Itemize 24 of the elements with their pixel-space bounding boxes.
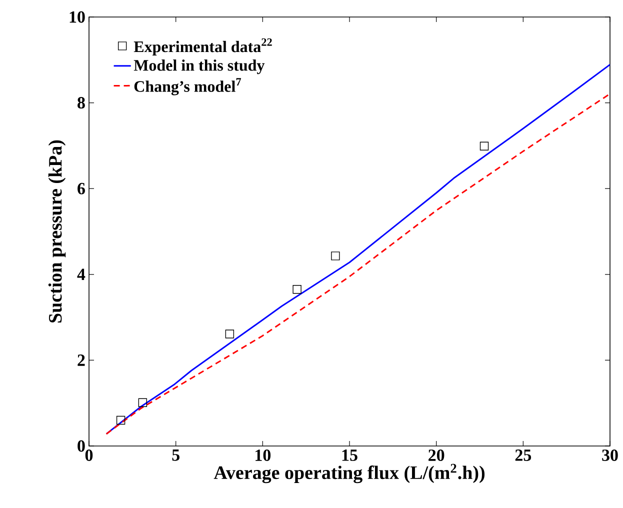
x-tick-label: 15 [342, 450, 358, 461]
y-tick-label: 8 [78, 97, 85, 109]
y-tick-label: 0 [78, 440, 85, 452]
legend-label: Model in this study [134, 60, 265, 74]
y-axis-title: Suction pressure (kPa) [48, 140, 66, 322]
x-tick-label: 0 [85, 450, 93, 461]
y-tick-label: 10 [70, 11, 85, 23]
legend-label: Experimental data$^{22}$ [134, 38, 272, 56]
legend-label: Chang’s model$^{7}$ [134, 78, 242, 96]
point [138, 398, 148, 408]
point [116, 416, 126, 425]
y-tick-label: 2 [78, 354, 85, 366]
point [480, 142, 489, 150]
point [292, 285, 302, 294]
x-tick-label: 5 [172, 450, 180, 461]
x-axis-title: Average operating flux (L/(m$^{2}$.h)) [214, 464, 485, 484]
x-tick-label: 20 [428, 450, 444, 461]
point [225, 330, 234, 338]
point [331, 252, 340, 260]
x-tick-label: 10 [256, 450, 271, 461]
y-tick-label: 6 [78, 182, 85, 194]
x-tick-label: 30 [602, 450, 618, 461]
y-tick-label: 4 [77, 268, 86, 280]
x-tick-label: 25 [515, 450, 532, 461]
